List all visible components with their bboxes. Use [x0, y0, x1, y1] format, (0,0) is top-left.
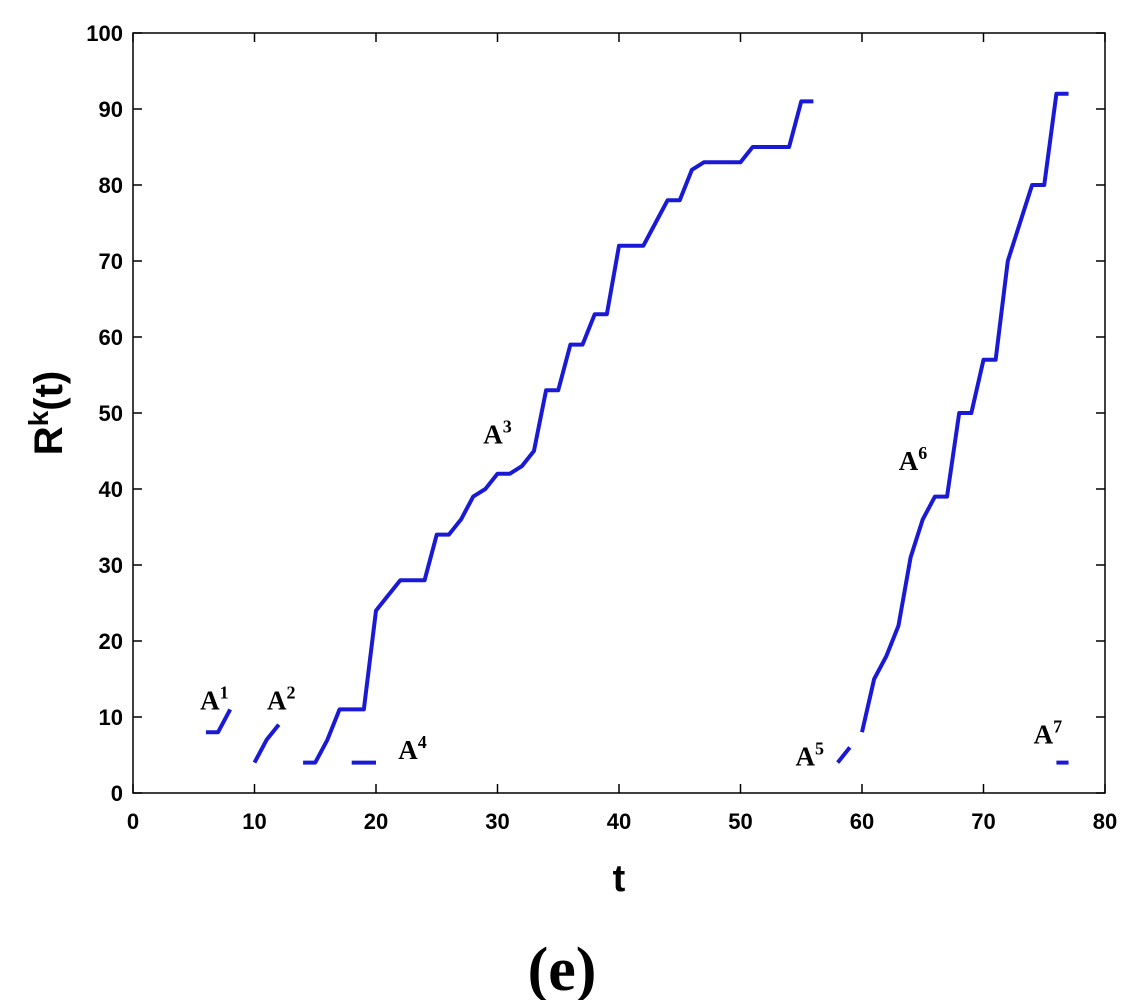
- series-annotation-a4: A4: [398, 732, 427, 765]
- y-axis-label-superscript: k: [23, 410, 54, 426]
- x-tick-label: 50: [728, 809, 752, 834]
- annotation-superscript: 4: [418, 732, 427, 752]
- y-tick-label: 80: [99, 173, 123, 198]
- y-tick-label: 40: [99, 477, 123, 502]
- y-tick-label: 70: [99, 249, 123, 274]
- x-axis-label: t: [613, 858, 626, 900]
- y-tick-label: 100: [86, 21, 123, 46]
- annotation-superscript: 1: [220, 682, 229, 702]
- series-annotation-a1: A1: [200, 682, 229, 715]
- annotation-superscript: 6: [918, 443, 927, 463]
- y-axis-ticks: 0 10 20 30 40 50 60 70 80 90 100: [86, 21, 1105, 806]
- series-annotation-a2: A2: [267, 682, 296, 715]
- annotation-main: A: [267, 685, 287, 715]
- series-line-a1: [205, 708, 232, 735]
- series-annotation-a6: A6: [899, 443, 928, 476]
- annotation-superscript: 2: [286, 682, 295, 702]
- y-axis-label-main: R: [27, 426, 71, 455]
- panel-label: (e): [528, 936, 597, 1000]
- series-annotation-a3: A3: [483, 416, 512, 449]
- series-annotation-a5: A5: [796, 739, 825, 772]
- y-tick-label: 90: [99, 97, 123, 122]
- y-axis-label-tail: (t): [27, 371, 71, 411]
- x-tick-label: 60: [850, 809, 874, 834]
- x-tick-label: 80: [1093, 809, 1117, 834]
- annotation-main: A: [398, 735, 418, 765]
- annotation-superscript: 7: [1053, 717, 1062, 737]
- series-line-a3: [303, 99, 814, 765]
- annotation-main: A: [796, 742, 816, 772]
- series-line-a5: [836, 746, 852, 764]
- annotation-main: A: [200, 685, 220, 715]
- y-tick-label: 10: [99, 705, 123, 730]
- series-lines: [205, 91, 1069, 765]
- x-tick-label: 0: [127, 809, 139, 834]
- y-axis-label: Rk(t): [23, 371, 71, 455]
- y-tick-label: 20: [99, 629, 123, 654]
- y-tick-label: 50: [99, 401, 123, 426]
- series-line-a2: [252, 723, 281, 764]
- series-line-a6: [860, 91, 1069, 733]
- x-tick-label: 30: [485, 809, 509, 834]
- y-tick-label: 60: [99, 325, 123, 350]
- x-axis-ticks: 0 10 20 30 40 50 60 70 80: [127, 33, 1117, 834]
- annotation-superscript: 3: [503, 416, 512, 436]
- x-tick-label: 70: [971, 809, 995, 834]
- annotation-main: A: [899, 446, 919, 476]
- annotation-main: A: [483, 419, 503, 449]
- annotation-main: A: [1034, 720, 1054, 750]
- plot-area: [132, 32, 1106, 794]
- y-tick-label: 0: [111, 781, 123, 806]
- series-annotation-a7: A7: [1034, 717, 1063, 750]
- y-tick-label: 30: [99, 553, 123, 578]
- annotation-superscript: 5: [815, 739, 824, 759]
- x-tick-label: 20: [364, 809, 388, 834]
- x-tick-label: 10: [242, 809, 266, 834]
- x-tick-label: 40: [607, 809, 631, 834]
